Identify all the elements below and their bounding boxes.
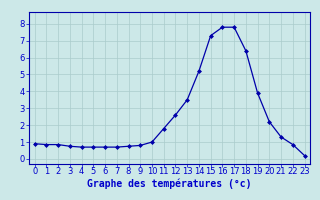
X-axis label: Graphe des températures (°c): Graphe des températures (°c) [87, 179, 252, 189]
